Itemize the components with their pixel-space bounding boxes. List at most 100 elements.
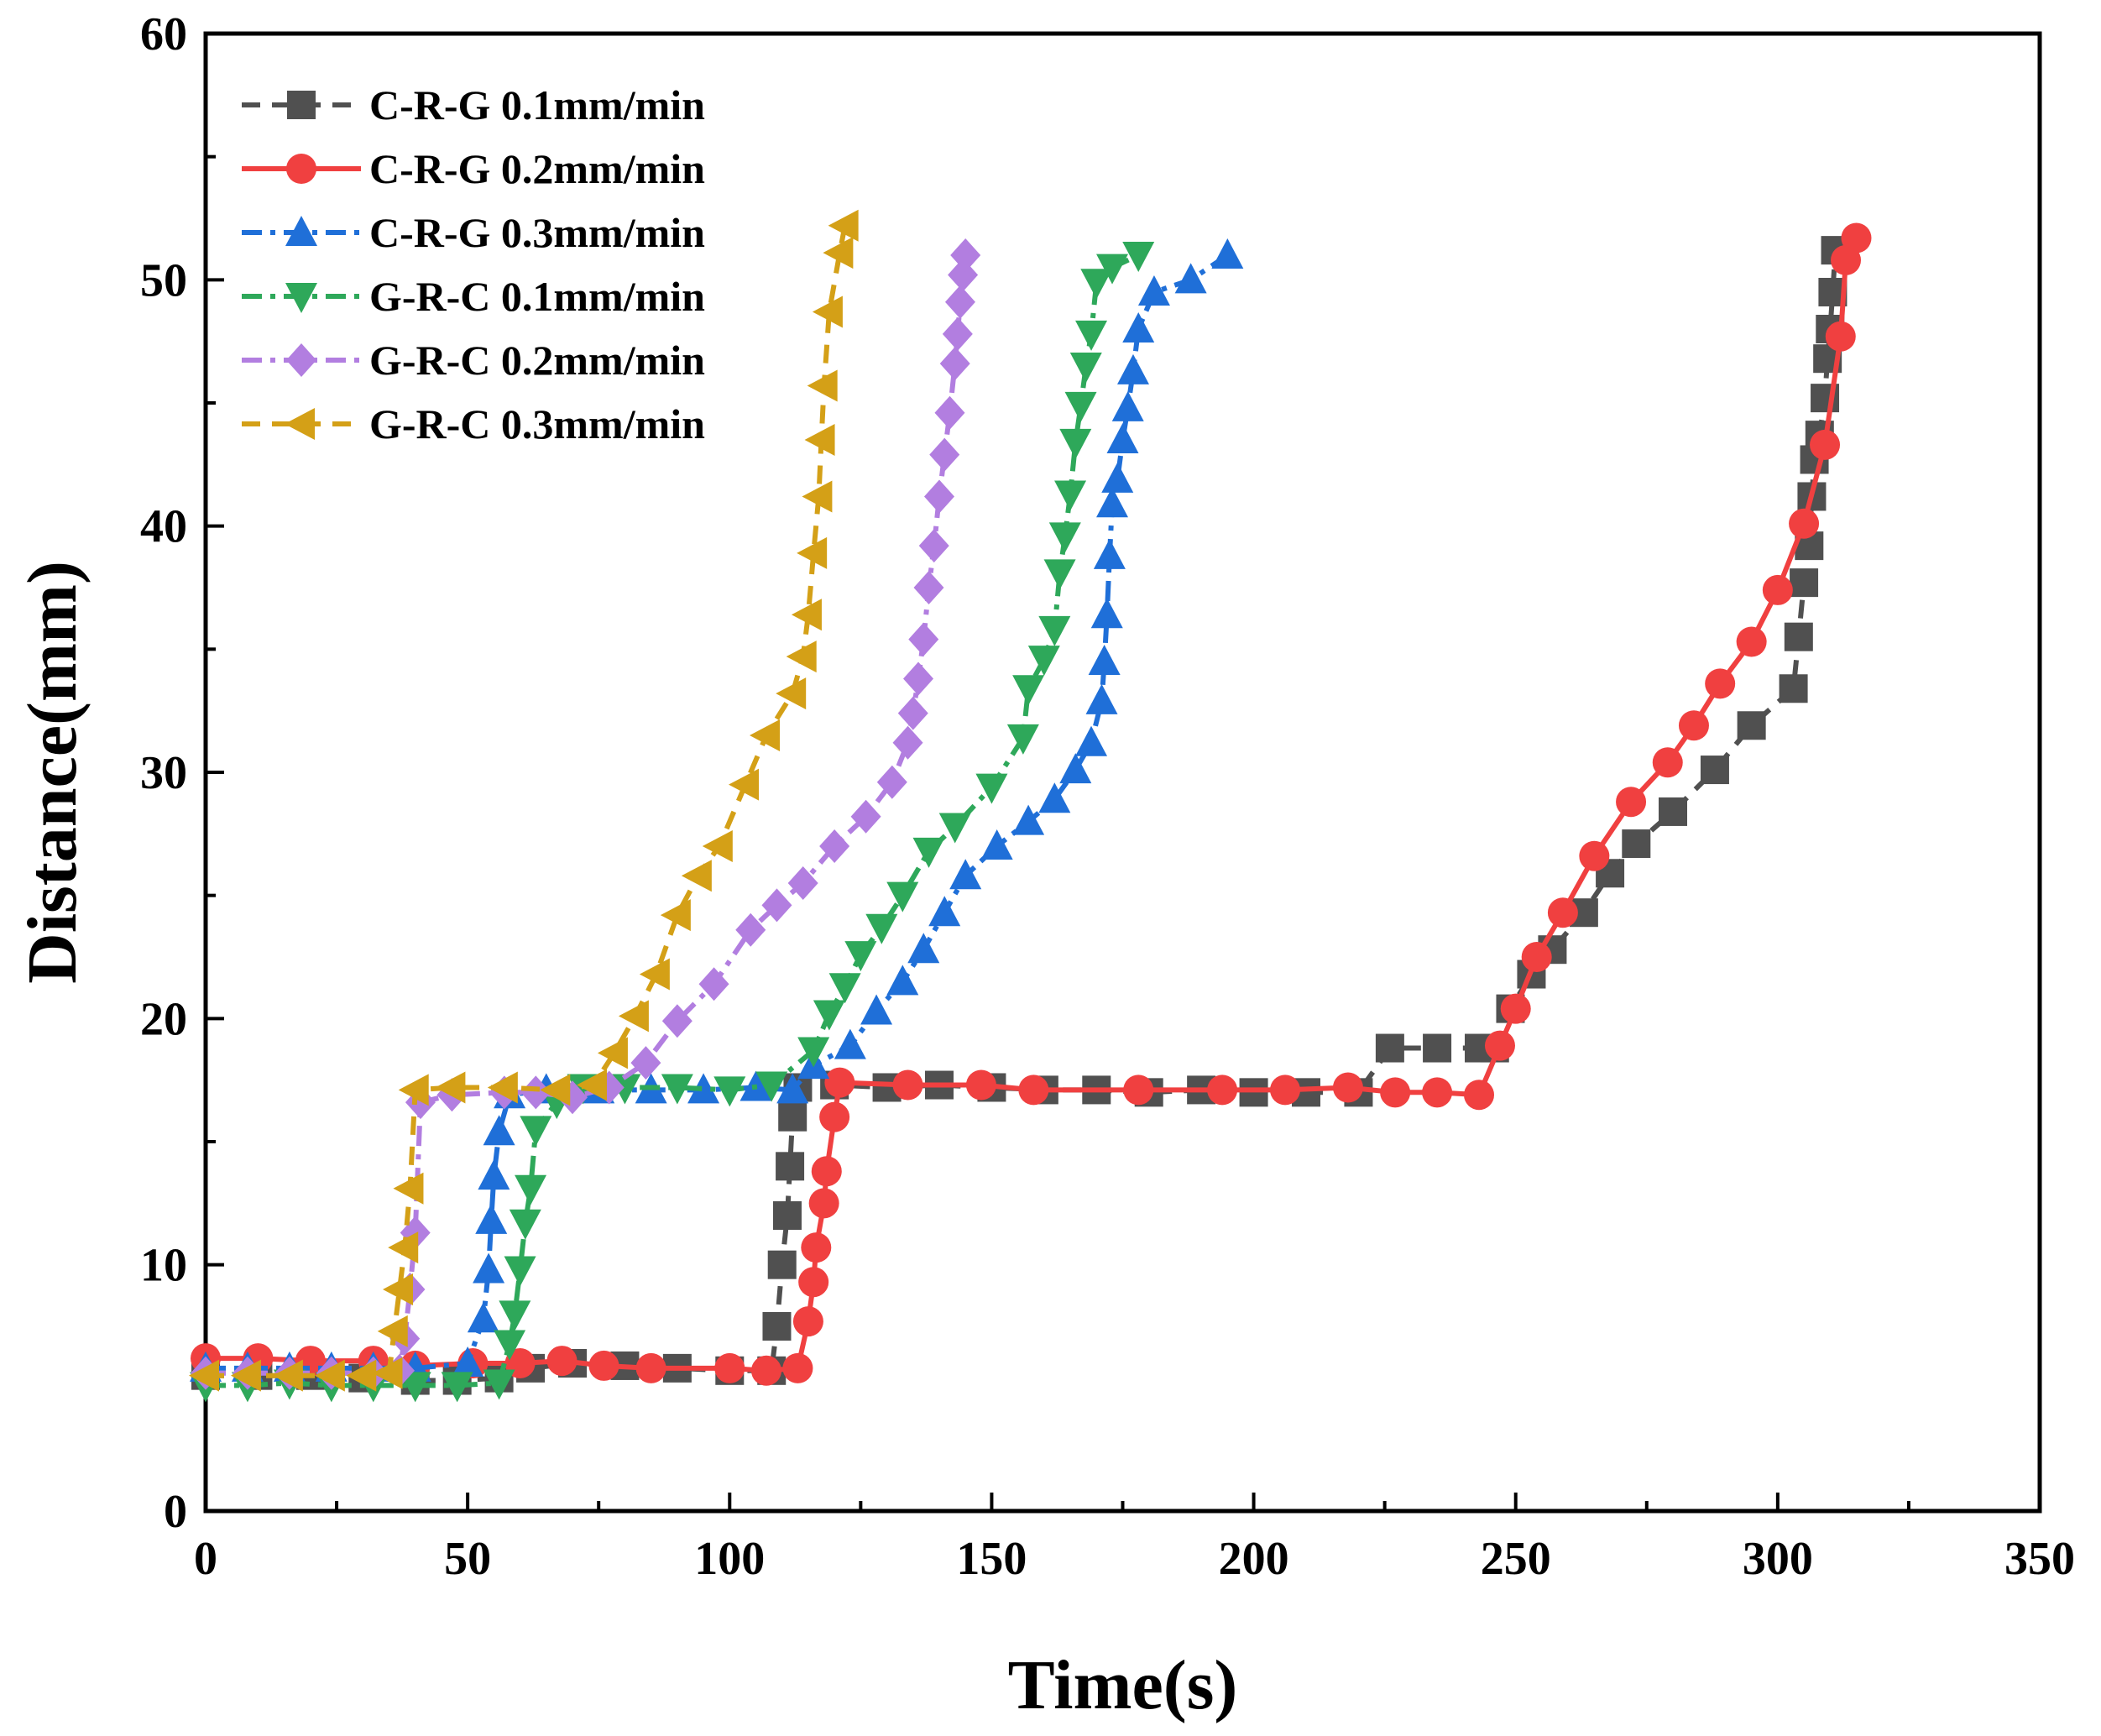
data-point [272, 1359, 303, 1392]
x-axis-title: Time(s) [1008, 1646, 1238, 1724]
data-point [597, 1037, 628, 1069]
legend-marker [285, 216, 317, 246]
data-point [661, 1004, 692, 1038]
data-point [787, 866, 818, 900]
data-point [755, 1071, 788, 1102]
series-line [206, 253, 1230, 1371]
data-point [1375, 1033, 1404, 1063]
data-point [929, 437, 960, 472]
data-point [661, 1074, 693, 1105]
data-point [1069, 353, 1102, 383]
data-point [520, 1116, 552, 1147]
data-point [398, 1074, 429, 1106]
data-point [441, 1372, 473, 1403]
data-point [1841, 222, 1872, 254]
data-point [687, 1073, 720, 1104]
data-point [399, 1372, 431, 1403]
data-point [1705, 668, 1736, 699]
data-point [1678, 710, 1709, 741]
data-point [1018, 1075, 1049, 1106]
data-point [1111, 390, 1144, 421]
data-point [1423, 1033, 1452, 1063]
data-point [504, 1256, 536, 1287]
data-point [635, 1352, 666, 1383]
data-point [761, 888, 792, 923]
data-point [1093, 538, 1126, 569]
data-point [475, 1203, 508, 1234]
data-point [1122, 312, 1155, 342]
data-point [1779, 674, 1808, 703]
data-point [698, 967, 729, 1001]
data-point [1137, 275, 1170, 306]
data-point [1075, 320, 1108, 351]
data-point [776, 1152, 805, 1181]
data-point [660, 899, 691, 932]
data-point [1096, 487, 1129, 518]
data-point [776, 1073, 809, 1104]
series-4 [190, 242, 1155, 1403]
legend-marker [285, 283, 317, 313]
data-point [772, 1201, 802, 1230]
legend-label: G-R-C 0.1mm/min [369, 273, 705, 320]
x-tick-label: 350 [2004, 1533, 2075, 1585]
data-point [1012, 804, 1045, 835]
data-point [1207, 1075, 1238, 1106]
x-tick-label: 100 [694, 1533, 765, 1585]
data-point [750, 1355, 781, 1386]
data-point [797, 536, 828, 569]
data-point [452, 1346, 484, 1377]
data-point [939, 347, 970, 381]
series-line [206, 237, 1859, 1373]
data-point [1790, 568, 1819, 598]
data-point [1464, 1080, 1495, 1111]
y-tick-label: 60 [140, 8, 187, 60]
legend-marker [286, 154, 316, 184]
data-point [819, 1101, 850, 1132]
data-point [949, 859, 982, 890]
legend-label: G-R-C 0.3mm/min [369, 400, 705, 447]
legend-label: C-R-G 0.1mm/min [369, 81, 705, 128]
data-point [494, 1330, 526, 1361]
data-point [1789, 508, 1820, 539]
data-point [776, 677, 807, 710]
data-point [630, 1046, 661, 1080]
data-point [782, 1352, 813, 1383]
data-point [778, 1102, 807, 1132]
y-axis-title: Distance(mm) [13, 561, 91, 984]
data-point [798, 1267, 829, 1298]
data-point [1122, 242, 1155, 272]
data-point [802, 480, 833, 513]
data-point [1174, 263, 1207, 294]
legend-label: C-R-G 0.3mm/min [369, 209, 705, 256]
data-point [865, 913, 898, 944]
data-point [801, 1232, 832, 1263]
x-tick-label: 200 [1219, 1533, 1289, 1585]
x-tick-label: 300 [1743, 1533, 1813, 1585]
data-point [876, 765, 907, 799]
data-point [1088, 645, 1121, 675]
data-point [975, 773, 1008, 804]
data-point [834, 1028, 866, 1059]
data-point [1736, 626, 1767, 657]
data-point [918, 529, 949, 563]
data-point [1027, 646, 1060, 677]
y-tick-label: 50 [140, 254, 187, 306]
x-tick-label: 50 [444, 1533, 491, 1585]
data-point [807, 369, 838, 402]
data-point [1038, 782, 1071, 813]
data-point [767, 1250, 797, 1279]
axis-tick-labels: 0 50 100 150 200 250 300 350 0 10 20 30 40 50 60 [140, 8, 2075, 1585]
data-point [372, 1357, 403, 1389]
data-point [828, 973, 861, 1004]
data-point [483, 1115, 515, 1146]
data-point [819, 829, 850, 863]
data-point [540, 1074, 571, 1106]
y-tick-label: 20 [140, 993, 187, 1045]
legend-entry: G-R-C 0.2mm/min [242, 337, 705, 384]
data-point [1038, 615, 1071, 646]
data-point [1043, 559, 1076, 590]
legend-label: C-R-G 0.2mm/min [369, 145, 705, 192]
data-point [388, 1231, 419, 1264]
legend: C-R-G 0.1mm/min C-R-G 0.2mm/min C-R-G 0.3m… [242, 81, 705, 447]
legend-label: G-R-C 0.2mm/min [369, 337, 705, 384]
